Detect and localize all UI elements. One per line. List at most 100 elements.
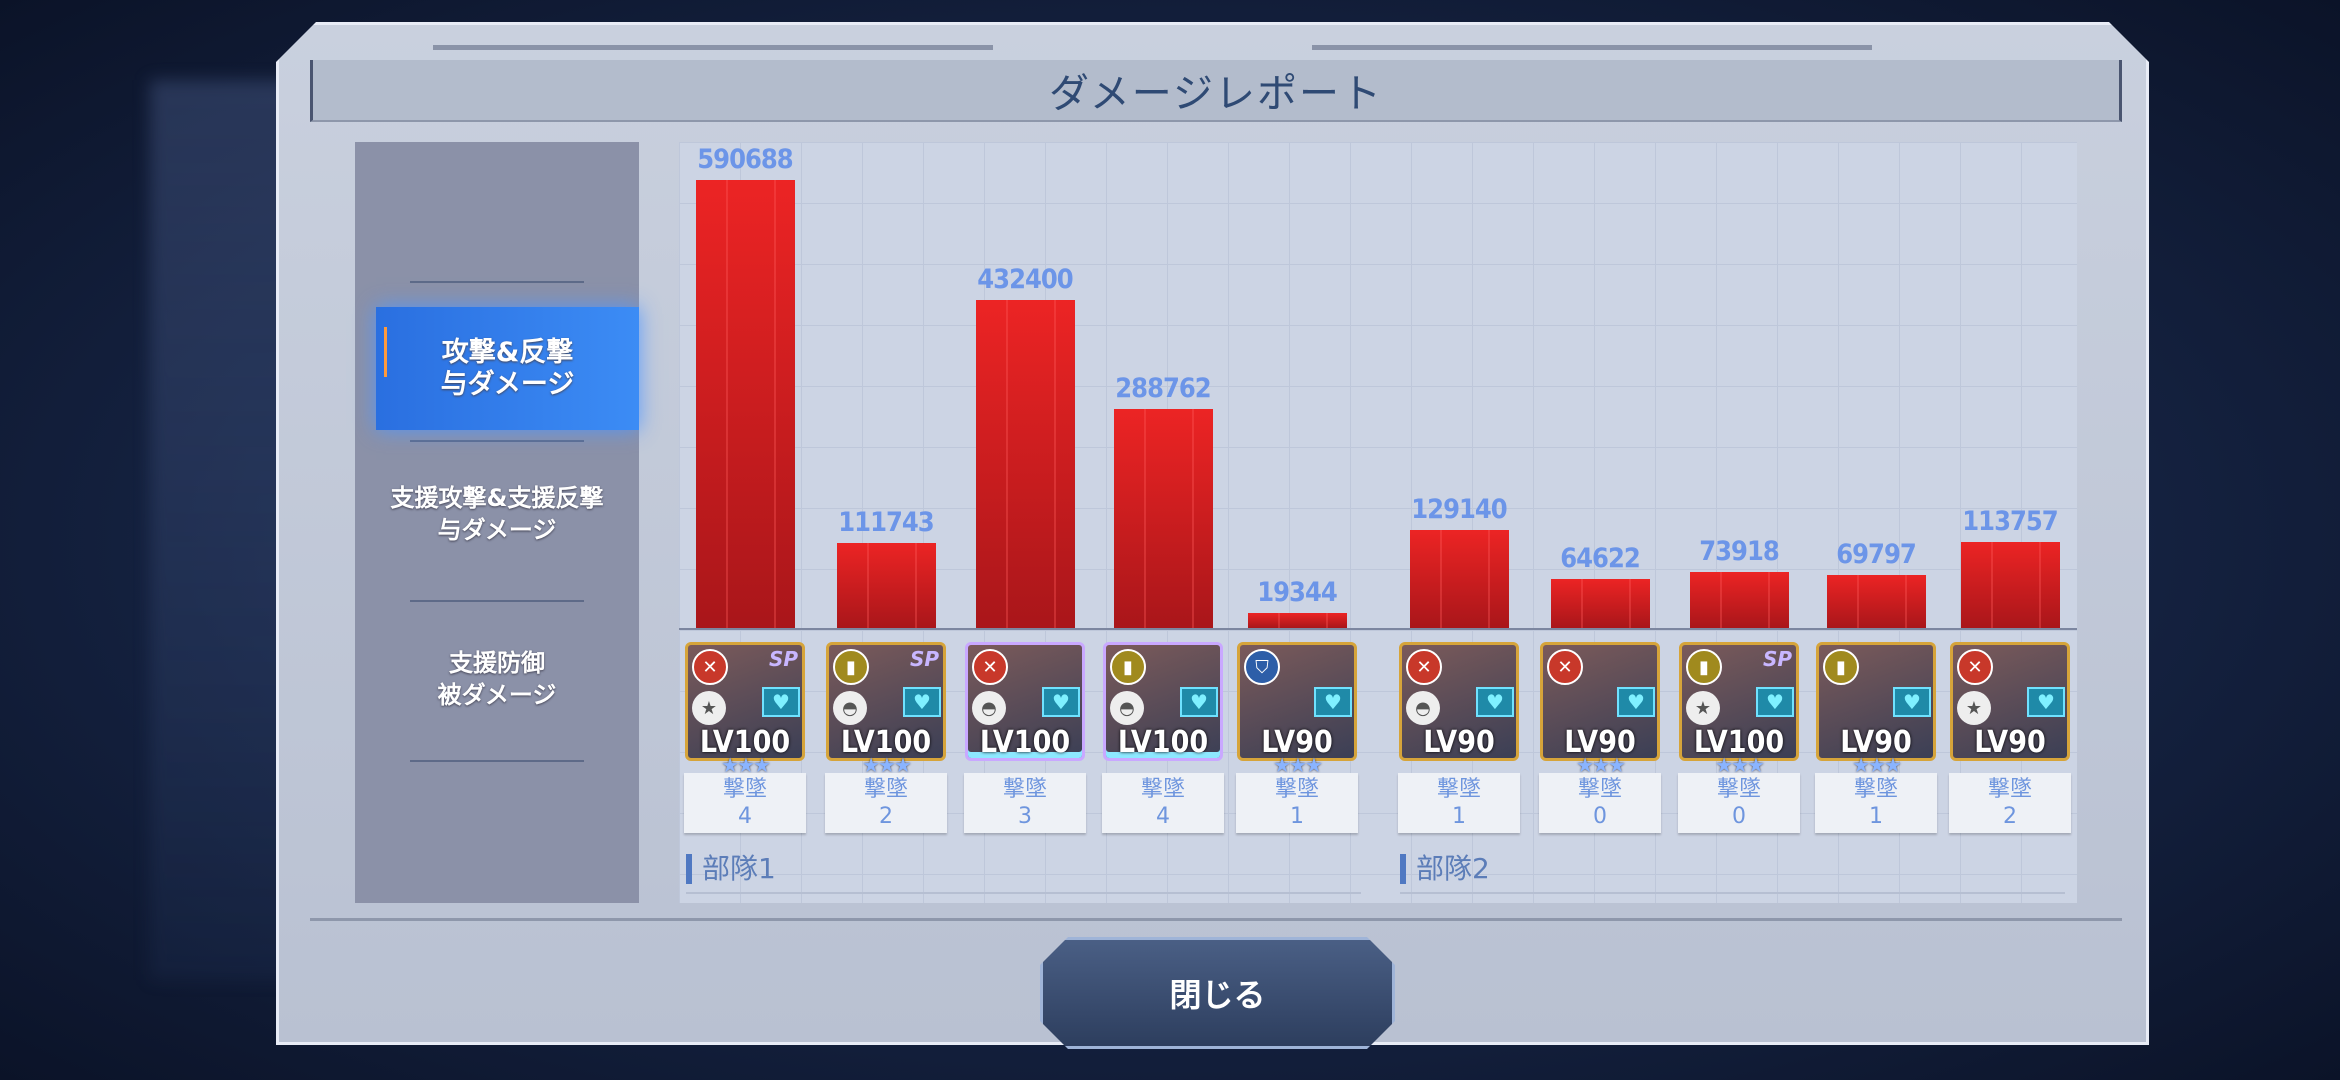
tab-label: 支援防御 (449, 649, 545, 677)
kill-count-box: 撃墜 0 (1678, 773, 1800, 833)
bullet-role-icon: ▮ (833, 649, 869, 685)
kill-label: 撃墜 (722, 777, 767, 802)
kill-label: 撃墜 (1002, 777, 1047, 802)
damage-value: 111743 (838, 507, 934, 539)
unit-card[interactable]: ✕ ★ ♥ SP LV100 ★★★ (685, 642, 805, 777)
kill-count: 1 (1290, 804, 1304, 829)
kill-count-box: 撃墜 4 (1102, 773, 1224, 833)
unit-level: LV100 (699, 725, 791, 760)
damage-bar (836, 543, 936, 628)
title-bar: ダメージレポート (310, 60, 2122, 122)
kill-count-box: 撃墜 1 (1815, 773, 1937, 833)
unit-card[interactable]: ✕ ◓ ♥ LV100 (965, 642, 1085, 761)
tab-attack-damage[interactable]: 攻撃&反撃 与ダメージ (376, 307, 639, 430)
shield-role-icon: ⛉ (1244, 649, 1280, 685)
unit-card[interactable]: ▮ ◓ ♥ SP LV100 ★★★ (826, 642, 946, 777)
divider (410, 600, 584, 602)
unit-card[interactable]: ⛉ ♥ LV90 ★★★ (1237, 642, 1357, 777)
kill-count: 2 (879, 804, 893, 829)
unit-level: LV90 (1974, 725, 2046, 760)
divider (410, 760, 584, 762)
kill-count: 1 (1869, 804, 1883, 829)
tab-label: 支援攻撃&支援反撃 (390, 484, 604, 512)
kill-count-box: 撃墜 1 (1398, 773, 1520, 833)
kill-label: 撃墜 (1274, 777, 1319, 802)
decor-line (1312, 45, 1872, 50)
sword-role-icon: ✕ (1957, 649, 1993, 685)
heart-icon: ♥ (1756, 687, 1794, 717)
damage-value: 19344 (1257, 577, 1338, 609)
heart-icon: ♥ (1042, 687, 1080, 717)
unit-card[interactable]: ▮ ♥ LV90 ★★★ (1816, 642, 1936, 777)
damage-bar (1960, 541, 2060, 628)
heart-icon: ♥ (2027, 687, 2065, 717)
unit-card[interactable]: ✕ ♥ LV90 ★★★ (1540, 642, 1660, 777)
unit-card[interactable]: ✕ ◓ ♥ LV90 (1399, 642, 1519, 761)
bullet-role-icon: ▮ (1823, 649, 1859, 685)
kill-count-box: 撃墜 3 (964, 773, 1086, 833)
damage-bar (1247, 613, 1347, 628)
page-title: ダメージレポート (1049, 71, 1383, 117)
damage-bar (975, 300, 1075, 628)
damage-bar (1409, 530, 1509, 628)
sword-role-icon: ✕ (1406, 649, 1442, 685)
close-button[interactable]: 閉じる (1040, 937, 1395, 1049)
wing-type-icon: ◓ (833, 691, 867, 725)
tab-support-attack-damage[interactable]: 支援攻撃&支援反撃 与ダメージ (355, 482, 639, 546)
sword-role-icon: ✕ (972, 649, 1008, 685)
sword-role-icon: ✕ (692, 649, 728, 685)
unit-level: LV100 (1117, 725, 1209, 760)
unit-card[interactable]: ✕ ★ ♥ LV90 (1950, 642, 2070, 761)
divider (410, 440, 584, 442)
kill-label: 撃墜 (1436, 777, 1481, 802)
heart-icon: ♥ (903, 687, 941, 717)
unit-level: LV100 (1693, 725, 1785, 760)
team-label: 部隊1 (686, 854, 776, 884)
kill-count: 3 (1018, 804, 1032, 829)
heart-icon: ♥ (1476, 687, 1514, 717)
tab-support-defense-damage[interactable]: 支援防御 被ダメージ (355, 647, 639, 711)
star-type-icon: ★ (692, 691, 726, 725)
tab-label: 与ダメージ (440, 368, 575, 400)
wing-type-icon: ◓ (1110, 691, 1144, 725)
kill-count-box: 撃墜 2 (1949, 773, 2071, 833)
unit-level: LV90 (1423, 725, 1495, 760)
kill-count: 2 (2003, 804, 2017, 829)
heart-icon: ♥ (1314, 687, 1352, 717)
kill-label: 撃墜 (1577, 777, 1622, 802)
damage-value: 64622 (1560, 542, 1641, 574)
kill-count-box: 撃墜 1 (1236, 773, 1358, 833)
bullet-role-icon: ▮ (1686, 649, 1722, 685)
kill-label: 撃墜 (863, 777, 908, 802)
kill-label: 撃墜 (1987, 777, 2032, 802)
damage-value: 590688 (697, 144, 793, 175)
kill-count: 4 (738, 804, 752, 829)
heart-icon: ♥ (1617, 687, 1655, 717)
damage-value: 69797 (1836, 539, 1917, 571)
team-label: 部隊2 (1400, 854, 1490, 884)
kill-count: 0 (1593, 804, 1607, 829)
heart-icon: ♥ (1180, 687, 1218, 717)
unit-level: LV90 (1261, 725, 1333, 760)
star-type-icon: ★ (1686, 691, 1720, 725)
divider (410, 281, 584, 283)
tab-label: 与ダメージ (437, 516, 557, 544)
wing-type-icon: ◓ (972, 691, 1006, 725)
damage-chart: 部隊1 部隊2 590688 ✕ ★ ♥ SP LV100 ★★★ 撃墜 4 111743 ▮ ◓ ♥ S… (679, 142, 2077, 903)
damage-bar (1113, 408, 1213, 628)
unit-card[interactable]: ▮ ◓ ♥ LV100 (1103, 642, 1223, 761)
unit-card[interactable]: ▮ ★ ♥ SP LV100 ★★★ (1679, 642, 1799, 777)
unit-level: LV90 (1564, 725, 1636, 760)
damage-bar (1550, 578, 1650, 628)
tab-label: 攻撃&反撃 (441, 336, 574, 368)
damage-bar (1689, 571, 1789, 628)
kill-label: 撃墜 (1853, 777, 1898, 802)
damage-value: 113757 (1962, 505, 2058, 537)
kill-count-box: 撃墜 2 (825, 773, 947, 833)
kill-count: 4 (1156, 804, 1170, 829)
damage-value: 432400 (977, 264, 1073, 296)
damage-value: 288762 (1115, 372, 1211, 404)
kill-count: 1 (1452, 804, 1466, 829)
close-button-label: 閉じる (1169, 976, 1266, 1014)
damage-bar (695, 180, 795, 628)
